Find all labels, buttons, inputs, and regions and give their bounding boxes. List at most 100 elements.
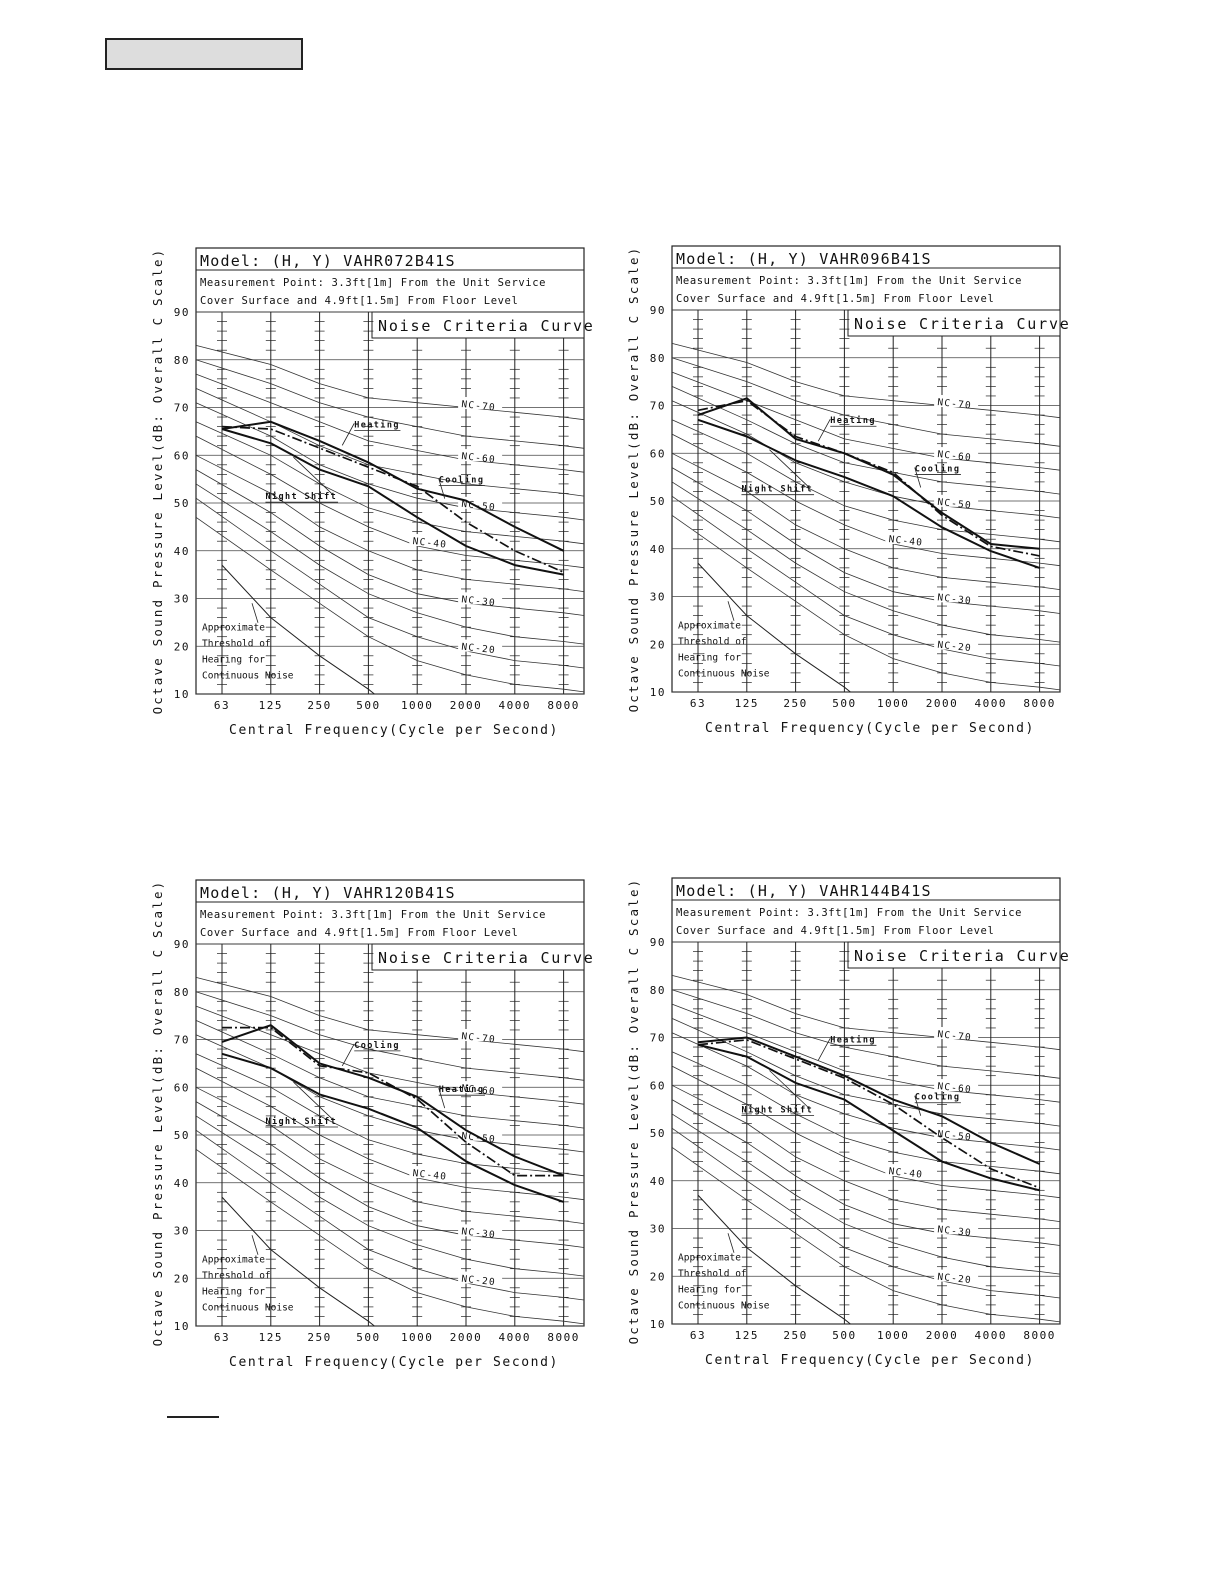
nc-label-bg <box>458 1029 503 1042</box>
threshold-label: Threshold of <box>678 1269 747 1280</box>
y-tick-label: 60 <box>174 1081 190 1094</box>
threshold-curve <box>697 562 851 693</box>
series-label: Cooling <box>915 464 961 475</box>
nc-curve <box>195 469 585 616</box>
series-leader <box>293 1081 334 1121</box>
nc-label-bg <box>458 639 503 652</box>
nc-label-bg <box>409 534 454 547</box>
threshold-curve <box>697 1194 851 1325</box>
series-line-heating <box>697 1036 1041 1165</box>
y-tick-label: 70 <box>174 402 190 415</box>
nc-curve <box>671 1146 1061 1323</box>
legend-title: Noise Criteria Curve <box>378 949 595 967</box>
x-tick-label: 250 <box>307 699 331 712</box>
y-tick-label: 10 <box>650 686 666 699</box>
threshold-label: Hearing for <box>678 1285 741 1296</box>
nc-label-bg <box>458 397 503 410</box>
nc-curve <box>195 388 585 497</box>
nc-curve <box>671 1018 1061 1127</box>
series-leader <box>341 423 355 446</box>
x-tick-label: 250 <box>783 1329 807 1342</box>
series-label: Cooling <box>915 1092 961 1103</box>
series-line-night-shift <box>697 418 1040 569</box>
y-tick-label: 50 <box>174 497 190 510</box>
threshold-label: Continuous Noise <box>678 1301 770 1312</box>
nc-label-bg <box>458 1081 503 1094</box>
nc-label-bg <box>885 532 930 545</box>
threshold-label: Threshold of <box>202 1271 271 1282</box>
series-label: Heating <box>830 1034 876 1045</box>
x-tick-label: 1000 <box>877 1329 910 1342</box>
chart-svg: Model: (H, Y) VAHR120B41S Measurement Poi… <box>150 879 595 1370</box>
nc-label: NC-60 <box>937 1081 973 1096</box>
chart-subtitle: Measurement Point: 3.3ft[1m] From the Un… <box>200 909 546 921</box>
x-tick-label: 4000 <box>975 1329 1008 1342</box>
noise-chart-vahr120: Model: (H, Y) VAHR120B41S Measurement Poi… <box>148 878 618 1378</box>
legend-box <box>371 943 585 971</box>
x-tick-label: 250 <box>307 1331 331 1344</box>
y-tick-label: 50 <box>650 1127 666 1140</box>
series-leader <box>769 1070 810 1109</box>
x-tick-label: 4000 <box>499 1331 532 1344</box>
x-tick-label: 8000 <box>1023 1329 1056 1342</box>
threshold-label: Approximate <box>678 1253 741 1264</box>
x-tick-label: 250 <box>783 697 807 710</box>
chart-title: Model: (H, Y) VAHR144B41S <box>676 882 932 900</box>
series-line-heating <box>221 420 565 552</box>
x-tick-label: 1000 <box>401 699 434 712</box>
y-tick-label: 40 <box>650 543 666 556</box>
nc-curve <box>671 386 1061 495</box>
y-tick-label: 20 <box>650 1270 666 1283</box>
threshold-leader <box>251 1235 259 1255</box>
chart-subtitle: Cover Surface and 4.9ft[1.5m] From Floor… <box>676 925 994 937</box>
y-tick-label: 10 <box>650 1318 666 1331</box>
chart-title: Model: (H, Y) VAHR072B41S <box>200 252 456 270</box>
chart-title: Model: (H, Y) VAHR120B41S <box>200 884 456 902</box>
footnote-rule <box>167 1416 219 1418</box>
nc-label: NC-20 <box>461 642 497 657</box>
noise-chart-vahr096: Model: (H, Y) VAHR096B41S Measurement Poi… <box>624 244 1094 744</box>
nc-label: NC-40 <box>412 536 448 551</box>
nc-label-bg <box>934 395 979 408</box>
nc-curve <box>671 452 1061 590</box>
nc-curve <box>195 402 585 521</box>
nc-label: NC-20 <box>937 1272 973 1287</box>
series-line-cooling <box>222 1026 564 1177</box>
series-label: Night Shift <box>265 1116 337 1127</box>
x-tick-label: 500 <box>832 697 856 710</box>
y-tick-label: 50 <box>650 495 666 508</box>
y-tick-label: 90 <box>174 306 190 319</box>
y-tick-label: 80 <box>650 984 666 997</box>
x-axis-label: Central Frequency(Cycle per Second) <box>705 721 1035 736</box>
y-tick-label: 60 <box>174 449 190 462</box>
nc-curve <box>195 1053 585 1177</box>
nc-label: NC-20 <box>461 1274 497 1289</box>
y-tick-label: 40 <box>174 545 190 558</box>
y-tick-label: 70 <box>650 400 666 413</box>
nc-label: NC-50 <box>937 497 973 512</box>
x-tick-label: 8000 <box>547 699 580 712</box>
nc-curve <box>195 1101 585 1248</box>
nc-label-bg <box>934 1222 979 1235</box>
series-line-heating <box>697 397 1040 550</box>
x-tick-label: 4000 <box>499 699 532 712</box>
chart-svg: Model: (H, Y) VAHR144B41S Measurement Poi… <box>626 877 1069 1368</box>
x-tick-label: 125 <box>735 1329 759 1342</box>
threshold-label: Hearing for <box>202 1287 265 1298</box>
nc-curve <box>195 345 585 421</box>
nc-curve <box>671 495 1061 667</box>
x-tick-label: 2000 <box>926 697 959 710</box>
x-tick-label: 2000 <box>926 1329 959 1342</box>
threshold-label: Continuous Noise <box>202 1303 294 1314</box>
chart-subtitle: Cover Surface and 4.9ft[1.5m] From Floor… <box>200 927 518 939</box>
threshold-label: Continuous Noise <box>678 669 770 680</box>
threshold-label: Approximate <box>202 623 265 634</box>
series-label: Cooling <box>354 1040 400 1051</box>
nc-curve <box>195 373 585 473</box>
chart-subtitle: Measurement Point: 3.3ft[1m] From the Un… <box>200 277 546 289</box>
nc-label: NC-40 <box>412 1168 448 1183</box>
nc-label: NC-60 <box>937 449 973 464</box>
series-label: Heating <box>439 1084 485 1095</box>
x-axis-label: Central Frequency(Cycle per Second) <box>229 1355 559 1370</box>
series-leader <box>438 478 446 499</box>
